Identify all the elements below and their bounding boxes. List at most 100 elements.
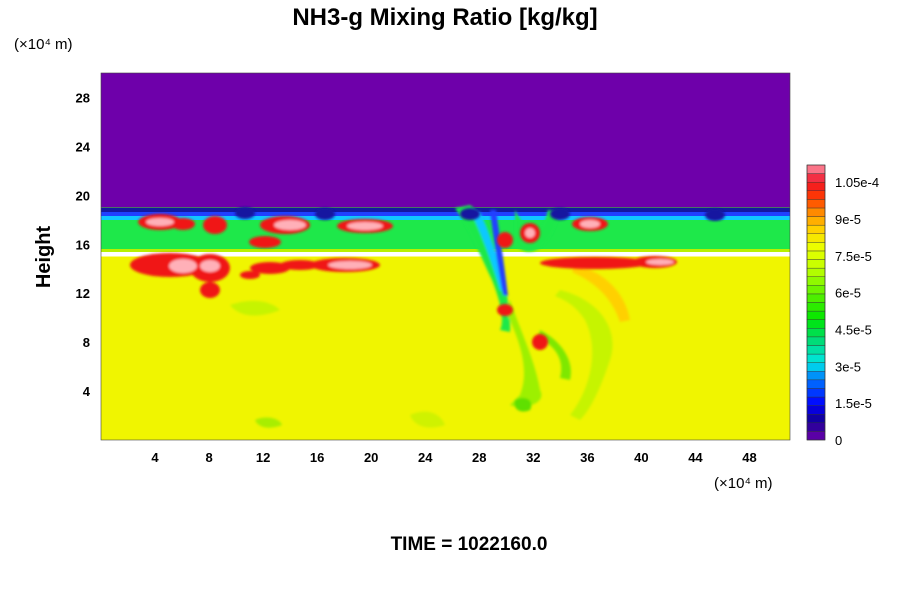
colorbar-swatch	[806, 388, 826, 398]
plume-shape	[410, 411, 445, 428]
plume-shape	[572, 265, 630, 322]
chart-title: NH3-g Mixing Ratio [kg/kg]	[292, 4, 597, 31]
colorbar-swatch	[806, 242, 826, 252]
y-axis-ticks: 4 8 12 16 20 24 28	[76, 90, 91, 399]
plume-shape	[470, 210, 506, 292]
pink-core	[525, 228, 535, 238]
colorbar-tick-label: 1.05e-4	[835, 175, 879, 190]
colorbar-swatch	[806, 371, 826, 381]
red-patch	[200, 282, 220, 298]
colorbar-frame	[806, 164, 826, 441]
x-tick-label: 28	[472, 450, 486, 465]
colorbar-swatch	[806, 233, 826, 243]
colorbar-swatch	[806, 259, 826, 269]
plume-shape	[555, 290, 613, 420]
field-structure	[101, 208, 790, 252]
colorbar-swatch	[806, 396, 826, 406]
colorbar-swatch	[806, 302, 826, 312]
colorbar-swatch	[806, 310, 826, 320]
high-concentration	[130, 214, 677, 350]
plume-shape	[255, 417, 282, 428]
region-upper-layer	[101, 73, 790, 208]
colorbar-swatch	[806, 379, 826, 389]
boundary-dip	[550, 208, 570, 220]
colorbar: 0 1.5e-5 3e-5 4.5e-5 6e-5 7.5e-5 9e-5 1.05e-4	[806, 164, 879, 448]
colorbar-swatch	[806, 293, 826, 303]
colorbar-swatch	[806, 181, 826, 191]
colorbar-swatch	[806, 422, 826, 432]
red-patch	[497, 232, 513, 248]
colorbar-tick-label: 3e-5	[835, 359, 861, 374]
plume-shape	[490, 210, 508, 296]
colorbar-swatch	[806, 250, 826, 260]
plume-shape	[230, 300, 280, 316]
boundary-blue	[101, 212, 790, 216]
y-axis-label: Height	[33, 226, 55, 289]
boundary-dip	[705, 209, 725, 221]
band-edge	[101, 249, 790, 252]
y-tick-label: 4	[83, 384, 91, 399]
boundary-dark-blue	[101, 208, 790, 212]
x-tick-label: 24	[418, 450, 433, 465]
boundary-dip	[460, 208, 480, 220]
colorbar-swatch	[806, 276, 826, 286]
x-tick-label: 36	[580, 450, 594, 465]
colorbar-tick-label: 7.5e-5	[835, 249, 872, 264]
red-patch	[532, 334, 548, 350]
y-tick-label: 24	[76, 139, 91, 154]
pink-core	[146, 218, 174, 226]
heatmap-field	[101, 73, 790, 440]
plume-shape	[538, 330, 571, 380]
colorbar-swatch	[806, 319, 826, 329]
x-tick-label: 8	[205, 450, 212, 465]
x-tick-label: 48	[742, 450, 756, 465]
y-tick-label: 8	[83, 335, 90, 350]
boundary-cyan	[101, 216, 790, 220]
colorbar-swatch	[806, 285, 826, 295]
x-tick-label: 32	[526, 450, 540, 465]
boundary-dip	[235, 207, 255, 219]
time-label: TIME = 1022160.0	[391, 534, 548, 555]
red-patch	[280, 260, 320, 270]
colorbar-tick-label: 0	[835, 433, 842, 448]
red-patch	[240, 271, 260, 279]
colorbar-swatch	[806, 405, 826, 415]
colorbar-swatch	[806, 431, 826, 441]
pink-core	[646, 259, 674, 265]
x-tick-label: 12	[256, 450, 270, 465]
red-patch	[143, 254, 167, 270]
colorbar-tick-label: 6e-5	[835, 286, 861, 301]
boundary-dips	[235, 207, 725, 221]
colorbar-swatch	[806, 353, 826, 363]
y-tick-label: 28	[76, 90, 90, 105]
plume-shape	[514, 398, 532, 412]
y-tick-label: 16	[76, 237, 90, 252]
pink-core	[274, 220, 306, 230]
y-tick-label: 12	[76, 286, 90, 301]
plot-frame	[100, 72, 791, 441]
red-patch	[497, 304, 513, 316]
colorbar-swatch	[806, 345, 826, 355]
colorbar-tick-label: 4.5e-5	[835, 323, 872, 338]
x-tick-label: 44	[688, 450, 703, 465]
x-axis-ticks: 4 8 12 16 20 24 28 32 36 40 44 48	[151, 450, 756, 465]
colorbar-swatch	[806, 328, 826, 338]
red-patch	[203, 216, 227, 234]
x-tick-label: 4	[151, 450, 159, 465]
pink-core	[328, 261, 372, 269]
colorbar-tick-label: 9e-5	[835, 212, 861, 227]
red-patch	[249, 236, 281, 248]
colorbar-swatch	[806, 224, 826, 234]
x-tick-label: 40	[634, 450, 648, 465]
colorbar-swatch	[806, 267, 826, 277]
colorbar-swatch	[806, 207, 826, 217]
colorbar-swatch	[806, 199, 826, 209]
colorbar-swatch	[806, 336, 826, 346]
colorbar-swatch	[806, 362, 826, 372]
y-tick-label: 20	[76, 188, 90, 203]
x-tick-label: 16	[310, 450, 324, 465]
colorbar-swatch	[806, 173, 826, 183]
red-patch	[540, 257, 650, 269]
